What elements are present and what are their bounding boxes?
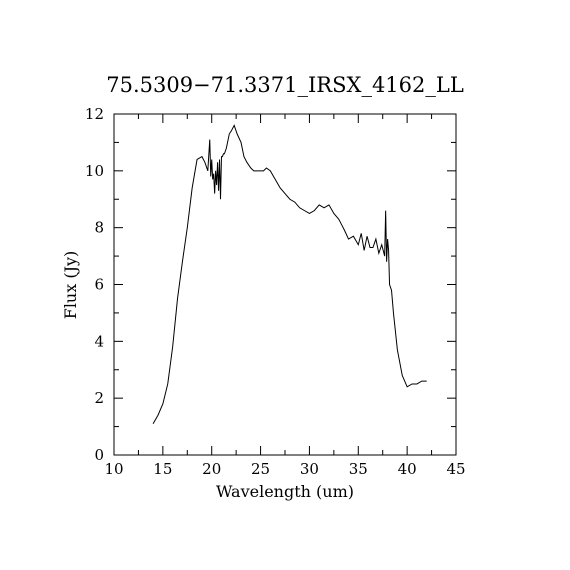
x-axis-label: Wavelength (um) — [216, 482, 354, 501]
x-tick-label: 40 — [398, 460, 417, 478]
chart-title: 75.5309−71.3371_IRSX_4162_LL — [106, 73, 464, 97]
x-tick-label: 15 — [153, 460, 172, 478]
plot-frame — [113, 113, 457, 456]
flux-series-line — [152, 124, 427, 424]
axis-ticks — [113, 113, 457, 456]
y-axis-label: Flux (Jy) — [61, 251, 80, 320]
x-tick-label: 30 — [300, 460, 319, 478]
x-tick-label: 25 — [251, 460, 270, 478]
y-tick-label: 4 — [94, 332, 104, 350]
x-tick-label: 20 — [202, 460, 221, 478]
y-tick-label: 0 — [94, 446, 104, 464]
y-tick-label: 8 — [94, 219, 104, 237]
y-tick-label: 2 — [94, 389, 104, 407]
y-axis-tick-labels: 0 2 4 6 8 10 12 — [85, 105, 104, 464]
x-tick-label: 35 — [349, 460, 368, 478]
x-tick-label: 10 — [104, 460, 123, 478]
x-axis-tick-labels: 10 15 20 25 30 35 40 45 — [104, 460, 465, 478]
y-tick-label: 6 — [94, 276, 104, 294]
y-tick-label: 10 — [85, 162, 104, 180]
y-tick-label: 12 — [85, 105, 104, 123]
x-tick-label: 45 — [446, 460, 465, 478]
